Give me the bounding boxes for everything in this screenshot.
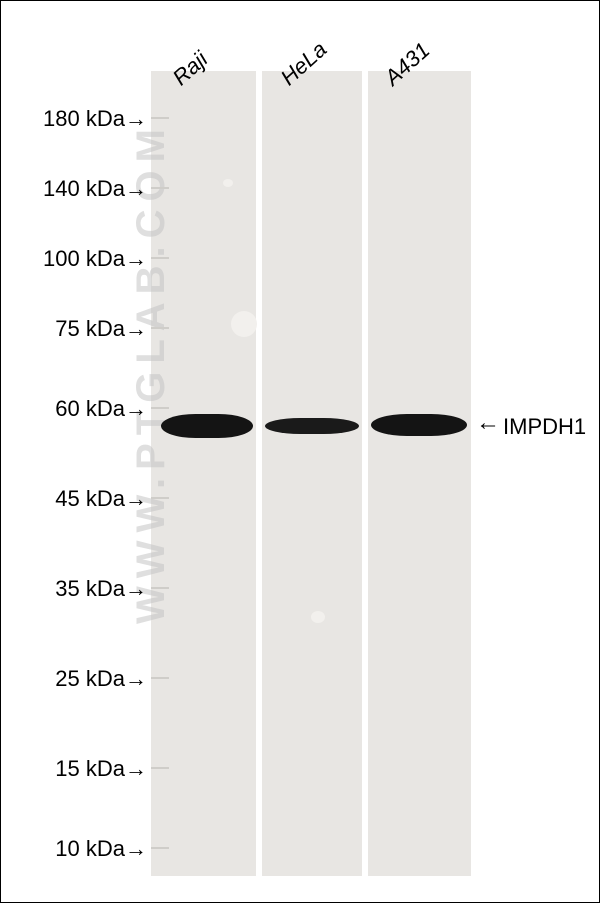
arrow-right-icon: → bbox=[125, 106, 147, 132]
arrow-left-icon: ← bbox=[476, 409, 500, 437]
mw-text: 15 kDa bbox=[55, 756, 125, 781]
arrow-right-icon: → bbox=[125, 246, 147, 272]
arrow-right-icon: → bbox=[125, 576, 147, 602]
figure-container: WWW.PTGLAB.COM Raji HeLa A431 180 kDa→ 1… bbox=[0, 0, 600, 903]
mw-text: 35 kDa bbox=[55, 576, 125, 601]
mw-label: 75 kDa→ bbox=[55, 316, 147, 342]
mw-tick bbox=[151, 407, 169, 409]
mw-label: 15 kDa→ bbox=[55, 756, 147, 782]
artifact-spot bbox=[231, 311, 257, 337]
mw-text: 45 kDa bbox=[55, 486, 125, 511]
mw-text: 140 kDa bbox=[43, 176, 125, 201]
arrow-right-icon: → bbox=[125, 176, 147, 202]
mw-text: 10 kDa bbox=[55, 836, 125, 861]
mw-tick bbox=[151, 847, 169, 849]
mw-text: 25 kDa bbox=[55, 666, 125, 691]
mw-tick bbox=[151, 497, 169, 499]
band-hela bbox=[265, 418, 359, 434]
band-a431 bbox=[371, 414, 467, 436]
blot-membrane bbox=[151, 71, 471, 876]
mw-label: 100 kDa→ bbox=[43, 246, 147, 272]
lane-gap bbox=[362, 71, 368, 876]
mw-tick bbox=[151, 767, 169, 769]
arrow-right-icon: → bbox=[125, 316, 147, 342]
mw-label: 10 kDa→ bbox=[55, 836, 147, 862]
mw-tick bbox=[151, 327, 169, 329]
mw-text: 60 kDa bbox=[55, 396, 125, 421]
target-protein-label: IMPDH1 bbox=[503, 414, 586, 440]
mw-text: 100 kDa bbox=[43, 246, 125, 271]
mw-tick bbox=[151, 587, 169, 589]
lane-gap bbox=[256, 71, 262, 876]
mw-tick bbox=[151, 187, 169, 189]
mw-tick bbox=[151, 257, 169, 259]
mw-label: 60 kDa→ bbox=[55, 396, 147, 422]
arrow-right-icon: → bbox=[125, 756, 147, 782]
arrow-right-icon: → bbox=[125, 666, 147, 692]
mw-tick bbox=[151, 117, 169, 119]
mw-label: 25 kDa→ bbox=[55, 666, 147, 692]
mw-tick bbox=[151, 677, 169, 679]
arrow-right-icon: → bbox=[125, 396, 147, 422]
mw-label: 35 kDa→ bbox=[55, 576, 147, 602]
artifact-spot bbox=[311, 611, 325, 623]
mw-label: 140 kDa→ bbox=[43, 176, 147, 202]
arrow-right-icon: → bbox=[125, 486, 147, 512]
mw-text: 75 kDa bbox=[55, 316, 125, 341]
band-raji bbox=[161, 414, 253, 438]
mw-label: 180 kDa→ bbox=[43, 106, 147, 132]
mw-text: 180 kDa bbox=[43, 106, 125, 131]
mw-label: 45 kDa→ bbox=[55, 486, 147, 512]
artifact-spot bbox=[223, 179, 233, 187]
arrow-right-icon: → bbox=[125, 836, 147, 862]
